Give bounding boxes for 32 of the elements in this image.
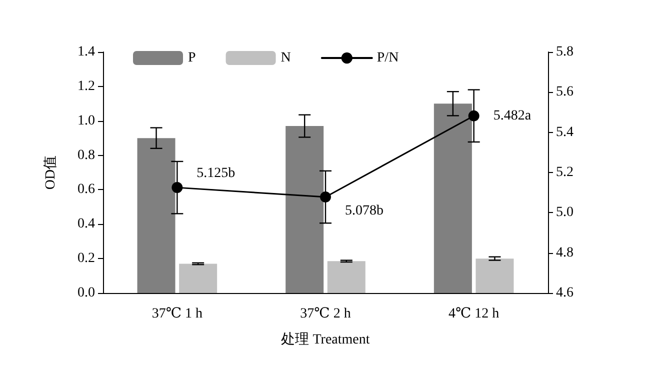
y-tick-label: 0.8 (78, 148, 95, 163)
data-label: 5.078b (345, 204, 384, 218)
y-tick-label: 0.0 (78, 286, 95, 300)
bar (434, 104, 472, 293)
y2-tick-label: 4.8 (556, 245, 574, 260)
y2-tick-label: 5.4 (556, 124, 574, 140)
y2-tick-label: 5.8 (556, 44, 574, 60)
y2-tick-label: 5.6 (556, 84, 574, 100)
bar (286, 126, 324, 293)
legend-label: P/N (376, 50, 399, 66)
x-tick-label: 4℃ 12 h (448, 306, 500, 322)
y-tick-label: 1.0 (78, 113, 95, 128)
y2-tick-label: 5.0 (556, 205, 574, 220)
data-label: 5.482a (493, 108, 532, 124)
legend-label: N (280, 50, 291, 66)
y-tick-label: 0.6 (78, 182, 95, 198)
bar (476, 258, 514, 293)
x-tick-label: 37℃ 1 h (152, 306, 203, 322)
y-axis-title: OD值 (42, 155, 58, 190)
x-axis-title: 处理 Treatment (281, 332, 370, 348)
data-label: 5.125b (196, 166, 236, 182)
y2-tick-label: 5.2 (556, 165, 574, 180)
bar (137, 138, 176, 293)
bar (327, 261, 366, 293)
y-tick-label: 0.2 (78, 251, 95, 266)
legend-label: P (188, 50, 196, 66)
bar (179, 264, 218, 293)
y-tick-label: 0.4 (78, 216, 95, 232)
y-tick-label: 1.2 (78, 78, 95, 94)
x-tick-label: 37℃ 2 h (300, 306, 351, 322)
y2-tick-label: 4.6 (556, 286, 574, 300)
y-tick-label: 1.4 (78, 44, 95, 60)
